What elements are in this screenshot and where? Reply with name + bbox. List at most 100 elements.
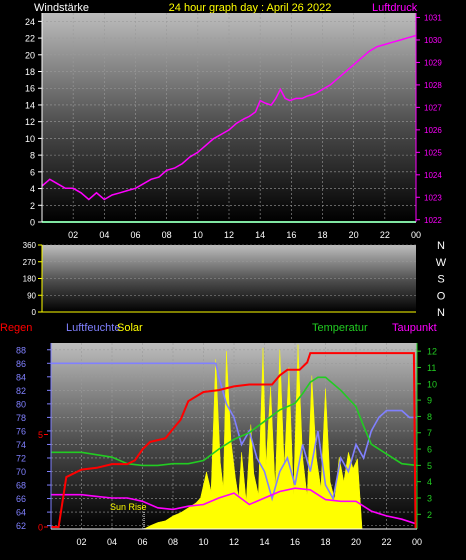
compass-label: S xyxy=(437,274,444,286)
p1-right-tick-label: 1030 xyxy=(424,36,442,45)
p1-right-tick-label: 1031 xyxy=(424,13,442,22)
p3-left-tick-label: 88 xyxy=(16,345,26,355)
p3-x-tick-label: 04 xyxy=(107,537,117,547)
p1-right-tick-label: 1023 xyxy=(424,193,442,202)
p1-right-tick-label: 1028 xyxy=(424,81,442,90)
p1-left-tick-label: 4 xyxy=(30,184,35,194)
p3-right-tick-label: 2 xyxy=(427,510,432,520)
legend-temperature: Temperatur xyxy=(312,322,368,334)
p1-right-tick-label: 1025 xyxy=(424,148,442,157)
solar-area xyxy=(143,344,363,530)
wind-axis-title: Windstärke xyxy=(34,2,89,14)
p2-left-tick-label: 270 xyxy=(23,258,37,267)
humidity-temperature-panel: Sun Rise 6264666870727476788082848688234… xyxy=(16,343,437,547)
p1-x-tick-label: 12 xyxy=(224,230,234,240)
p3-left-tick-label: 84 xyxy=(16,372,26,382)
p3-right-tick-label: 9 xyxy=(427,396,432,406)
p1-left-tick-label: 12 xyxy=(25,117,35,127)
p1-left-tick-label: 20 xyxy=(25,50,35,60)
compass-label: N xyxy=(437,240,445,252)
p3-left-tick-label: 80 xyxy=(16,399,26,409)
p3-left-tick-label: 68 xyxy=(16,481,26,491)
legend-dewpoint: Taupunkt xyxy=(392,322,437,334)
p1-left-tick-label: 10 xyxy=(25,134,35,144)
p1-x-tick-label: 08 xyxy=(162,230,172,240)
legend-humidity: Luftfeuchte xyxy=(66,322,120,334)
p3-left-tick-label: 70 xyxy=(16,467,26,477)
p1-left-tick-label: 24 xyxy=(25,17,35,27)
p3-left-tick-label: 86 xyxy=(16,359,26,369)
p1-right-tick-label: 1024 xyxy=(424,171,442,180)
p1-x-tick-label: 10 xyxy=(193,230,203,240)
p3-x-tick-label: 20 xyxy=(351,537,361,547)
p2-left-tick-label: 90 xyxy=(27,291,36,300)
p1-x-tick-label: 16 xyxy=(286,230,296,240)
p3-right-tick-label: 12 xyxy=(427,347,437,357)
p2-left-tick-label: 0 xyxy=(32,308,37,317)
legend-solar: Solar xyxy=(117,322,143,334)
p3-x-tick-label: 06 xyxy=(137,537,147,547)
p3-right-tick-label: 10 xyxy=(427,379,437,389)
p1-left-tick-label: 14 xyxy=(25,100,35,110)
p3-right-tick-label: 11 xyxy=(427,363,436,373)
p1-x-tick-label: 02 xyxy=(68,230,78,240)
p3-left-tick-label: 72 xyxy=(16,453,26,463)
p1-right-tick-label: 1027 xyxy=(424,103,442,112)
dewpoint-line xyxy=(51,487,418,525)
compass-label: W xyxy=(436,257,447,269)
p1-right-tick-label: 1022 xyxy=(424,216,442,225)
p3-right-tick-label: 3 xyxy=(427,494,432,504)
p1-left-tick-label: 18 xyxy=(25,67,35,77)
p2-left-tick-label: 360 xyxy=(23,241,37,250)
p3-right-tick-label: 8 xyxy=(427,412,432,422)
p1-left-tick-label: 22 xyxy=(25,34,35,44)
p3-right-tick-label: 5 xyxy=(427,461,432,471)
compass-label: N xyxy=(437,307,445,319)
sunrise-label: Sun Rise xyxy=(110,502,147,512)
pressure-axis-title: Luftdruck xyxy=(372,2,418,14)
p3-x-tick-label: 18 xyxy=(320,537,330,547)
p3-right-tick-label: 7 xyxy=(427,428,432,438)
compass-label: O xyxy=(437,290,446,302)
p3-right-tick-label: 4 xyxy=(427,477,432,487)
p3-left-tick-label: 64 xyxy=(16,508,26,518)
temperature-line xyxy=(51,376,418,467)
p3-left-tick-label: 82 xyxy=(16,386,26,396)
p3-left-tick-label: 74 xyxy=(16,440,26,450)
wind-pressure-panel: 0246810121416182022241022102310241025102… xyxy=(25,13,442,240)
p3-x-tick-label: 02 xyxy=(76,537,86,547)
rain-tick-label: 5 xyxy=(38,430,43,440)
p1-x-tick-label: 06 xyxy=(130,230,140,240)
p1-left-tick-label: 0 xyxy=(30,218,35,228)
p1-x-tick-label: 22 xyxy=(380,230,390,240)
chart-title: 24 hour graph day : April 26 2022 xyxy=(169,2,332,14)
rain-line xyxy=(51,352,417,528)
p1-x-tick-label: 14 xyxy=(255,230,265,240)
p3-left-tick-label: 76 xyxy=(16,426,26,436)
p1-x-tick-label: 18 xyxy=(317,230,327,240)
p3-right-tick-label: 6 xyxy=(427,445,432,455)
p1-x-tick-label: 00 xyxy=(411,230,421,240)
p1-left-tick-label: 16 xyxy=(25,84,35,94)
p3-x-tick-label: 22 xyxy=(381,537,391,547)
p3-x-tick-label: 08 xyxy=(168,537,178,547)
p3-x-tick-label: 00 xyxy=(412,537,422,547)
rain-tick-label: 0 xyxy=(38,523,43,533)
p3-left-tick-label: 66 xyxy=(16,494,26,504)
p1-left-tick-label: 2 xyxy=(30,201,35,211)
p1-right-tick-label: 1029 xyxy=(424,58,442,67)
p3-x-tick-label: 16 xyxy=(290,537,300,547)
p3-left-tick-label: 78 xyxy=(16,413,26,423)
legend-rain: Regen xyxy=(0,322,32,334)
humidity-line xyxy=(51,362,417,502)
p3-x-tick-label: 14 xyxy=(259,537,269,547)
p3-x-tick-label: 12 xyxy=(229,537,239,547)
p1-x-tick-label: 04 xyxy=(99,230,109,240)
p2-left-tick-label: 180 xyxy=(23,275,37,284)
p1-left-tick-label: 6 xyxy=(30,167,35,177)
pressure-line xyxy=(41,34,417,201)
p1-left-tick-label: 8 xyxy=(30,151,35,161)
